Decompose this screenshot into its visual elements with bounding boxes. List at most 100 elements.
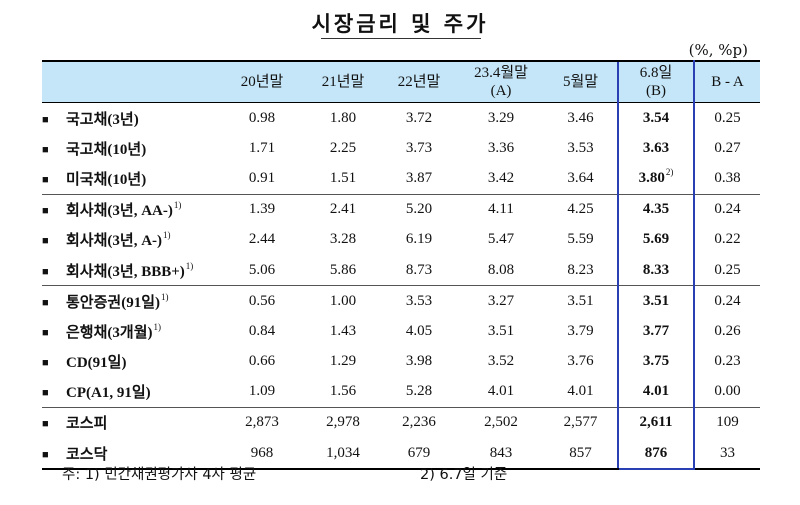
value-22: 3.53 <box>380 285 458 317</box>
table-row: ■ 회사채(3년, BBB+)1) 5.06 5.86 8.73 8.08 8.23 8.33… <box>42 254 760 286</box>
row-label: CP(A1, 91일) <box>66 385 151 402</box>
cell-value: 0.22 <box>714 231 741 248</box>
value-21: 1.00 <box>306 285 380 317</box>
value-may: 3.64 <box>544 163 618 194</box>
cell-value: 4.01 <box>642 383 670 400</box>
cell-value: 0.27 <box>714 139 741 156</box>
value-diff: 109 <box>694 406 760 439</box>
value-b: 3.77 <box>617 316 695 347</box>
square-bullet-icon: ■ <box>42 296 49 309</box>
table-row: ■ 코스닥 968 1,034 679 843 857 876 33 <box>42 438 760 471</box>
row-label-cell: ■ 통안증권(91일)1) <box>42 285 218 317</box>
cell-value: 3.72 <box>405 109 433 126</box>
cell-value: 4.35 <box>642 201 670 218</box>
cell-value: 1.56 <box>329 383 357 400</box>
value-20: 2.44 <box>218 225 306 255</box>
value-22: 3.87 <box>380 163 458 194</box>
cell-value: 1.00 <box>329 292 357 309</box>
cell-value: 0.25 <box>714 261 741 278</box>
row-label-cell: ■ 코스피 <box>42 406 218 439</box>
value-22: 8.73 <box>380 255 458 286</box>
cell-value: 2,978 <box>326 414 360 431</box>
square-bullet-icon: ■ <box>42 205 49 218</box>
square-bullet-icon: ■ <box>42 113 49 126</box>
cell-value: 2.25 <box>329 139 357 156</box>
cell-value: 3.51 <box>567 292 594 309</box>
square-bullet-icon: ■ <box>42 448 49 461</box>
row-label-cell: ■ 회사채(3년, A-)1) <box>42 225 218 255</box>
cell-value: 8.73 <box>405 261 433 278</box>
cell-value: 1.39 <box>248 201 276 218</box>
row-label: 코스닥 <box>66 446 108 463</box>
value-may: 4.01 <box>544 377 618 408</box>
square-bullet-icon: ■ <box>42 357 49 370</box>
value-diff: 0.23 <box>694 347 760 377</box>
cell-value: 0.23 <box>714 353 741 370</box>
value-a: 3.52 <box>458 347 544 377</box>
row-label: 회사채(3년, A-) <box>66 233 163 250</box>
cell-value: 8.08 <box>487 261 515 278</box>
cell-value: 0.98 <box>248 109 276 126</box>
cell-value: 5.59 <box>567 231 594 248</box>
value-may: 3.46 <box>544 103 618 134</box>
cell-value: 3.75 <box>642 353 670 370</box>
value-a: 3.42 <box>458 163 544 194</box>
footnote-1: 주: 1) 민간채권평가사 4사 평균 <box>62 467 257 483</box>
value-diff: 0.26 <box>694 316 760 346</box>
row-label-cell: ■ 회사채(3년, AA-)1) <box>42 193 218 225</box>
cell-value: 4.05 <box>405 322 433 339</box>
header-col-a-line1: 23.4월말 <box>474 65 528 81</box>
value-21: 1.80 <box>306 103 380 134</box>
value-may: 4.25 <box>544 193 618 225</box>
row-label: 회사채(3년, BBB+) <box>66 263 185 280</box>
square-bullet-icon: ■ <box>42 235 49 248</box>
cell-value: 3.51 <box>642 292 670 309</box>
table-row: ■ CD(91일) 0.66 1.29 3.98 3.52 3.76 3.75 0.23 <box>42 346 760 377</box>
value-b: 8.33 <box>617 254 695 286</box>
value-diff: 0.38 <box>694 163 760 194</box>
square-bullet-icon: ■ <box>42 265 49 278</box>
cell-value: 5.28 <box>405 383 433 400</box>
cell-value: 5.69 <box>642 231 670 248</box>
footnote-2: 2) 6.7일 기준 <box>420 467 508 483</box>
cell-value: 3.64 <box>567 169 594 186</box>
value-diff: 0.22 <box>694 225 760 255</box>
value-20: 0.66 <box>218 347 306 377</box>
header-row: 20년말 21년말 22년말 23.4월말 (A) 5월말 6.8일 (B) B -… <box>42 60 760 103</box>
cell-value: 1.80 <box>329 109 357 126</box>
value-diff: 0.27 <box>694 133 760 163</box>
cell-value: 3.29 <box>487 109 515 126</box>
value-21: 1,034 <box>306 438 380 471</box>
value-may: 3.79 <box>544 316 618 346</box>
cell-value: 1.43 <box>329 322 357 339</box>
cell-value: 4.11 <box>488 201 514 218</box>
value-21: 1.56 <box>306 377 380 408</box>
cell-value: 1.09 <box>248 383 276 400</box>
row-label-cell: ■ 국고채(10년) <box>42 133 218 163</box>
cell-value: 3.51 <box>487 322 515 339</box>
row-label-cell: ■ 회사채(3년, BBB+)1) <box>42 255 218 286</box>
header-col-20: 20년말 <box>218 60 306 103</box>
cell-value: 857 <box>569 444 592 461</box>
value-b: 876 <box>617 438 695 471</box>
value-diff: 0.24 <box>694 285 760 317</box>
table-row: ■ 미국채(10년) 0.91 1.51 3.87 3.42 3.64 3.802) 0.38 <box>42 163 760 195</box>
cell-value: 3.77 <box>642 322 670 339</box>
cell-value: 3.79 <box>567 322 594 339</box>
cell-value: 0.91 <box>248 169 276 186</box>
value-a: 8.08 <box>458 255 544 286</box>
cell-value: 0.24 <box>714 292 741 309</box>
table-row: ■ 코스피 2,873 2,978 2,236 2,502 2,577 2,611 109 <box>42 406 760 439</box>
market-rates-table: 20년말 21년말 22년말 23.4월말 (A) 5월말 6.8일 (B) B -… <box>42 60 760 471</box>
row-label-cell: ■ 코스닥 <box>42 438 218 471</box>
row-label-cell: ■ 국고채(3년) <box>42 103 218 134</box>
cell-value: 2.41 <box>329 201 357 218</box>
table-row: ■ 국고채(10년) 1.71 2.25 3.73 3.36 3.53 3.63 0.27 <box>42 133 760 164</box>
cell-value: 3.73 <box>405 139 433 156</box>
header-col-b-line1: 6.8일 <box>639 65 673 81</box>
value-may: 5.59 <box>544 225 618 255</box>
table-row: ■ 통안증권(91일)1) 0.56 1.00 3.53 3.27 3.51 3.51 0.24 <box>42 285 760 317</box>
value-may: 3.51 <box>544 285 618 317</box>
row-label: 코스피 <box>66 416 108 433</box>
cell-value: 5.47 <box>487 231 515 248</box>
